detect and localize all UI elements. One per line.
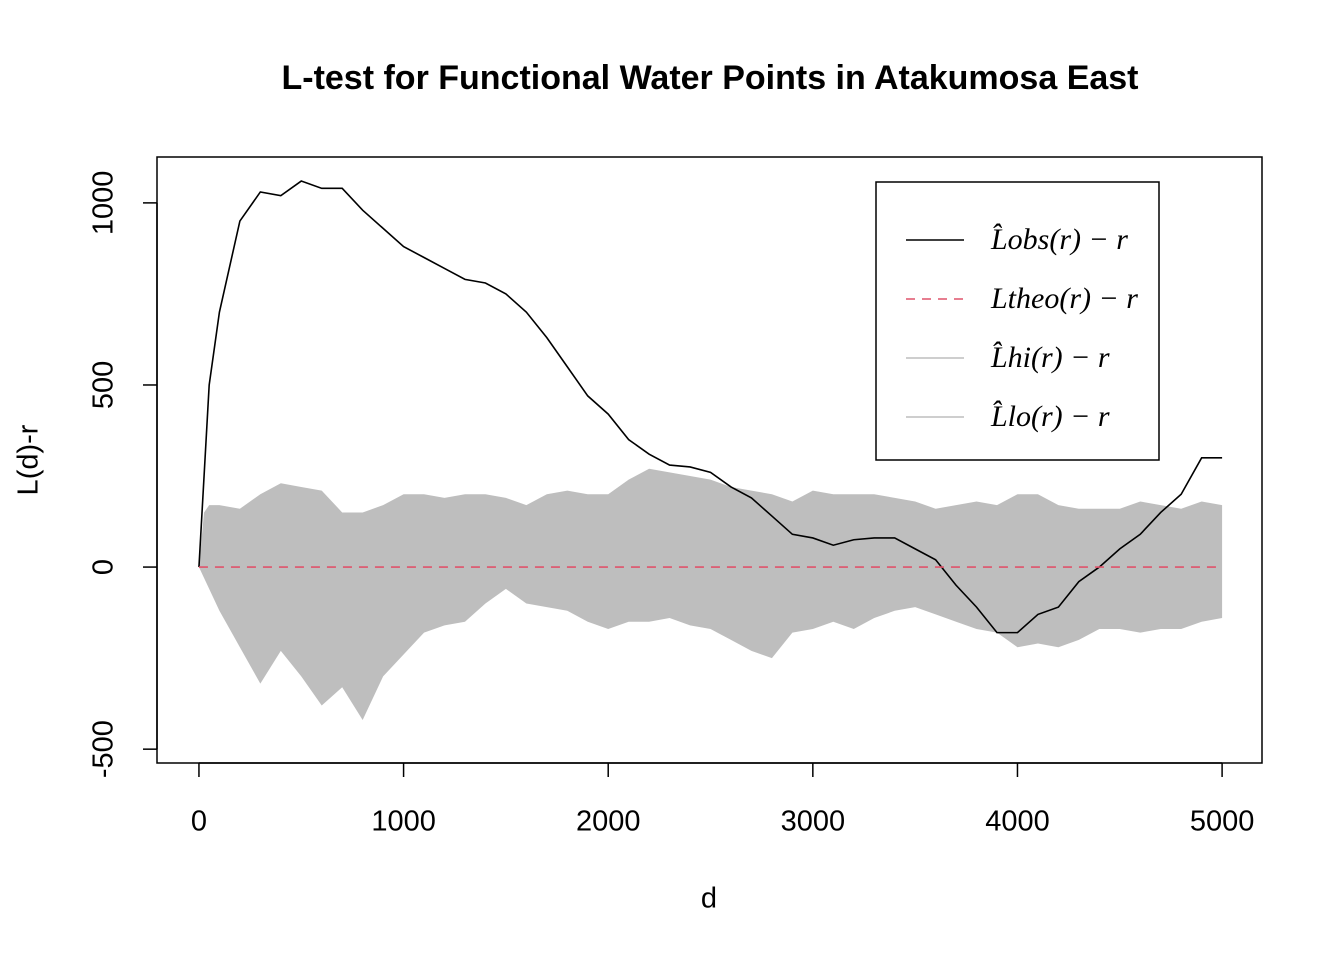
y-tick-label: 1000 <box>88 171 120 236</box>
x-tick-label: 2000 <box>576 806 641 838</box>
y-tick-label: 500 <box>88 361 120 409</box>
x-tick-label: 1000 <box>371 806 436 838</box>
legend-box <box>875 181 1160 461</box>
legend-label: L̂hi(r) − r <box>990 341 1110 374</box>
series-line <box>198 180 1223 634</box>
y-tick-label: 0 <box>88 559 120 575</box>
x-axis-label: d <box>701 883 717 915</box>
y-axis-label: L(d)-r <box>13 424 45 495</box>
envelope-band <box>198 468 1223 721</box>
y-tick-label: -500 <box>88 720 120 778</box>
x-tick-label: 3000 <box>781 806 846 838</box>
legend-label: L̂lo(r) − r <box>990 400 1110 433</box>
legend-label: L̂obs(r) − r <box>990 223 1128 256</box>
x-tick-label: 4000 <box>985 806 1050 838</box>
x-tick-label: 5000 <box>1190 806 1255 838</box>
x-tick-label: 0 <box>191 806 207 838</box>
legend-label: Ltheo(r) − r <box>990 282 1138 315</box>
chart-title: L-test for Functional Water Points in At… <box>281 59 1138 97</box>
